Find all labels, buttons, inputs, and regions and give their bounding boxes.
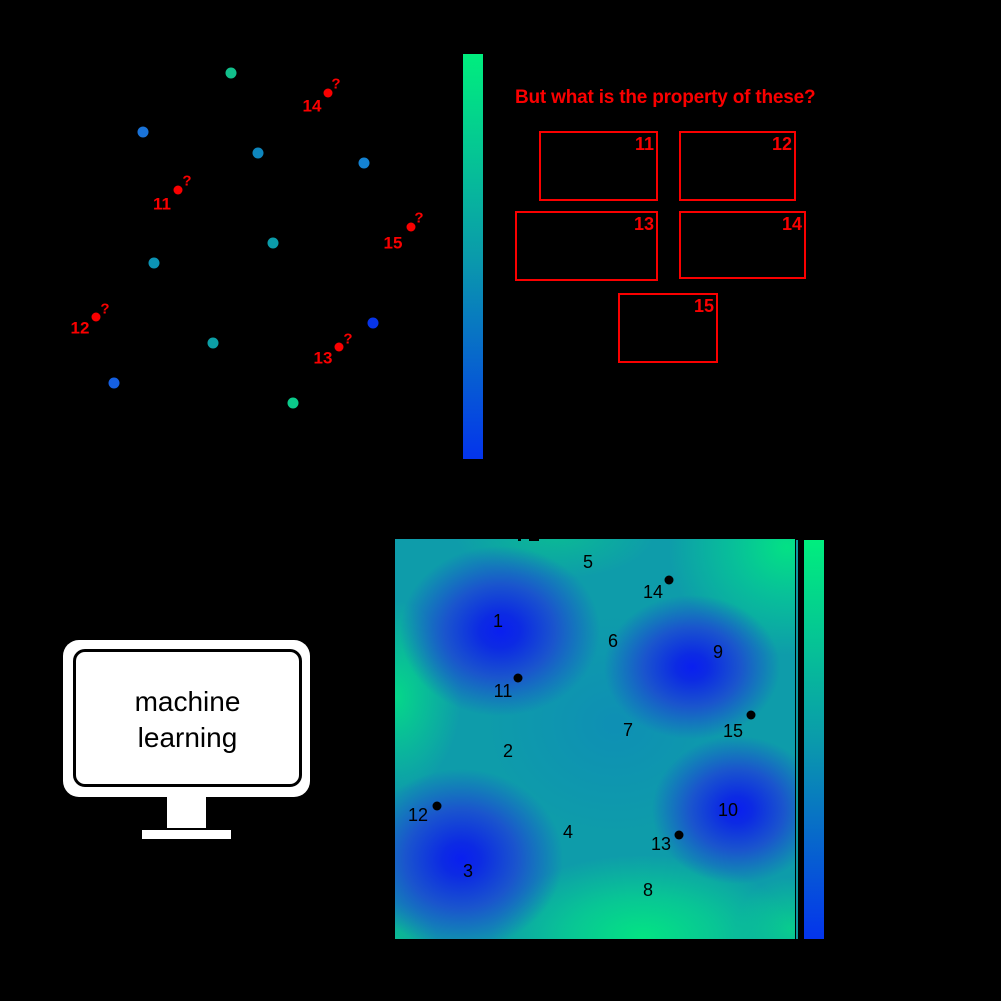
query-point-label: 12	[70, 318, 90, 338]
clipped-glyph-artifact	[796, 540, 798, 939]
query-point-label: 15	[383, 233, 403, 253]
property-box-12: 12	[679, 131, 796, 201]
clipped-glyph-artifact	[529, 536, 539, 541]
training-point	[252, 147, 264, 159]
contour-point-label: 3	[462, 861, 474, 881]
property-box-15: 15	[618, 293, 718, 363]
clipped-glyph-artifact	[518, 537, 521, 541]
contour-point-dot	[674, 830, 684, 840]
question-mark: ?	[331, 75, 341, 93]
contour-point-dot	[746, 710, 756, 720]
question-mark: ?	[100, 300, 110, 318]
training-point	[108, 377, 120, 389]
property-box-label: 13	[633, 214, 654, 234]
contour-point-label: 4	[562, 822, 574, 842]
question-mark: ?	[343, 330, 353, 348]
training-point	[207, 337, 219, 349]
monitor-stand-base	[142, 830, 231, 839]
contour-point-label: 14	[642, 582, 664, 602]
property-box-label: 15	[693, 296, 714, 316]
contour-plot	[395, 539, 795, 939]
contour-point-dot	[664, 575, 674, 585]
training-point	[267, 237, 279, 249]
contour-point-label: 15	[722, 721, 744, 741]
property-box-13: 13	[515, 211, 658, 281]
query-point-dot	[334, 342, 344, 352]
monitor-screen: machine learning	[73, 649, 302, 787]
property-box-11: 11	[539, 131, 658, 201]
property-box-label: 12	[771, 134, 792, 154]
question-mark: ?	[414, 209, 424, 227]
question-mark: ?	[182, 172, 192, 190]
contour-point-label: 9	[712, 642, 724, 662]
query-point-dot	[406, 222, 416, 232]
contour-point-label: 6	[607, 631, 619, 651]
query-point-dot	[323, 88, 333, 98]
scatter-colorbar	[463, 54, 483, 459]
contour-point-label: 5	[582, 552, 594, 572]
monitor-text-line1: machine	[134, 686, 241, 717]
query-point-dot	[173, 185, 183, 195]
training-point	[225, 67, 237, 79]
contour-point-label: 7	[622, 720, 634, 740]
training-point	[287, 397, 299, 409]
training-point	[148, 257, 160, 269]
query-point-label: 11	[153, 194, 171, 214]
contour-point-dot	[513, 673, 523, 683]
property-box-label: 14	[781, 214, 802, 234]
property-box-label: 11	[634, 134, 654, 154]
contour-point-label: 2	[502, 741, 514, 761]
contour-point-label: 10	[717, 800, 739, 820]
query-point-label: 13	[313, 348, 333, 368]
training-point	[367, 317, 379, 329]
training-point	[358, 157, 370, 169]
contour-point-label: 13	[650, 834, 672, 854]
contour-point-label: 1	[492, 611, 504, 631]
contour-point-label: 11	[493, 681, 513, 701]
property-box-14: 14	[679, 211, 806, 279]
query-point-dot	[91, 312, 101, 322]
monitor-icon: machine learning	[63, 640, 310, 797]
contour-point-label: 12	[407, 805, 429, 825]
contour-point-dot	[432, 801, 442, 811]
monitor-stand-neck	[167, 796, 206, 828]
query-point-label: 14	[302, 96, 322, 116]
contour-point-label: 8	[642, 880, 654, 900]
training-point	[137, 126, 149, 138]
question-title: But what is the property of these?	[515, 87, 816, 108]
contour-colorbar	[804, 540, 824, 939]
monitor-text-line2: learning	[137, 722, 238, 753]
